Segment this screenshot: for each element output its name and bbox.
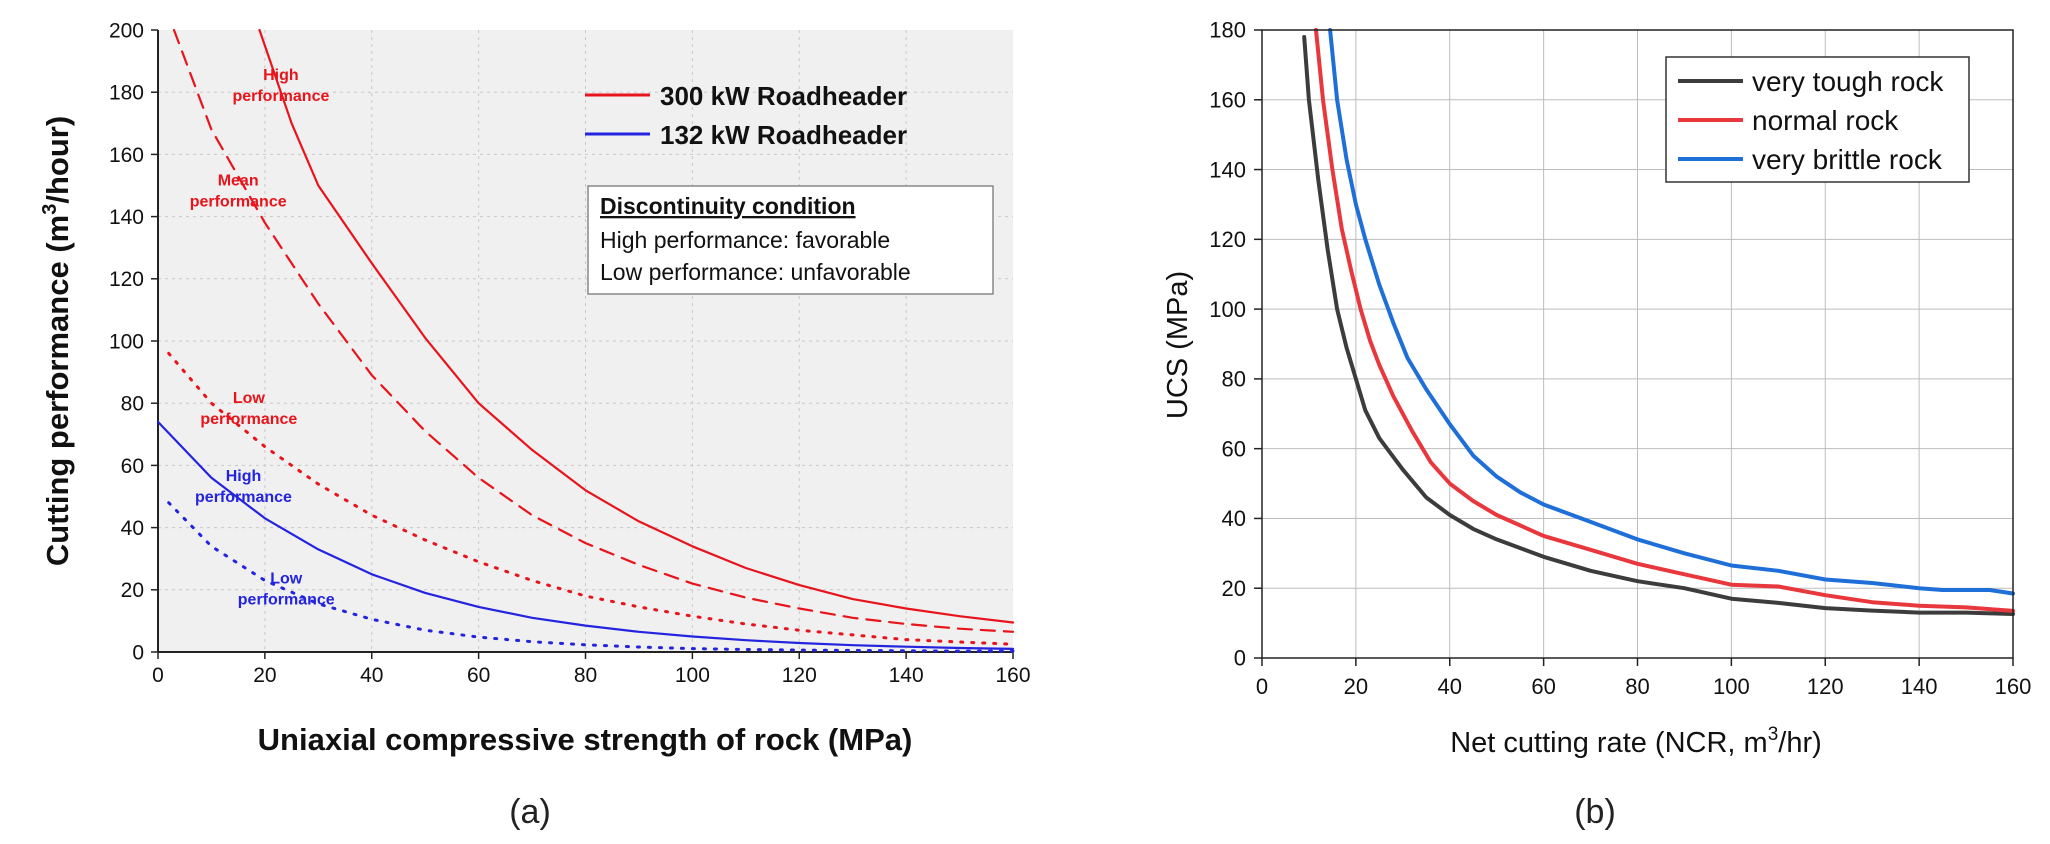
x-tick-label: 0 (152, 664, 164, 687)
y-axis-label-b: UCS (MPa) (1162, 271, 1194, 419)
legend-a: 300 kW Roadheader 132 kW Roadheader (585, 81, 907, 150)
x-tick-label: 20 (1344, 674, 1368, 699)
x-tick-label: 120 (1807, 674, 1844, 699)
annotation-label: Low performance (200, 390, 297, 428)
series-line-0 (258, 28, 1015, 624)
x-tick-label: 100 (675, 664, 710, 687)
y-tick-label: 100 (109, 330, 144, 353)
annotation-line: Low (233, 390, 266, 407)
annotations-a: High performance Mean performance Low perform… (190, 67, 335, 609)
y-tick-label: 140 (1209, 157, 1246, 182)
y-tick-label: 40 (121, 517, 144, 540)
x-tick-label: 20 (253, 664, 276, 687)
y-axis-label-a: Cutting performance (m3/hour) (39, 116, 75, 566)
series-line-3 (156, 420, 1015, 651)
series-b (1302, 28, 2015, 616)
series-line-1 (172, 28, 1015, 633)
x-tick-label: 40 (1438, 674, 1462, 699)
annotation-line: performance (200, 411, 297, 428)
y-tick-label: 60 (121, 455, 144, 478)
y-tick-label: 120 (1209, 227, 1246, 252)
x-tick-label: 140 (889, 664, 924, 687)
x-tick-label: 60 (467, 664, 490, 687)
x-tick-label: 140 (1901, 674, 1938, 699)
y-tick-label: 60 (1222, 436, 1246, 461)
annotation-label: Mean performance (190, 173, 287, 211)
y-tick-label: 180 (1209, 18, 1246, 43)
y-tick-label: 0 (132, 641, 144, 664)
discontinuity-box: Discontinuity condition High performance… (587, 185, 994, 295)
x-tick-label: 40 (360, 664, 383, 687)
annotation-line: High (226, 468, 262, 485)
y-tick-label: 20 (121, 579, 144, 602)
series-line-4 (167, 501, 1015, 653)
series-line-1 (1314, 28, 2015, 613)
x-tick-label: 80 (1625, 674, 1649, 699)
caption-a: (a) (509, 793, 551, 831)
y-tick-label: 20 (1222, 576, 1246, 601)
x-axis-label-b-part-1: Net cutting rate (NCR, m (1450, 727, 1767, 759)
legend-a-label-132kw: 132 kW Roadheader (660, 120, 907, 150)
y-axis-label-a-superscript: 3 (39, 204, 61, 215)
series-line-0 (1302, 35, 2015, 616)
grid-a (158, 30, 1013, 652)
x-tick-label: 160 (1995, 674, 2032, 699)
x-axis-label-a: Uniaxial compressive strength of rock (M… (258, 722, 913, 757)
annotation-line: performance (232, 88, 329, 105)
panel-a-chart: 0 20 40 60 80 100 120 140 160 0 20 40 60 80 100 120 140 1… (39, 19, 1031, 831)
series-a (156, 28, 1015, 653)
legend-b-label-normal-rock: normal rock (1752, 105, 1899, 136)
annotation-label: High performance (232, 67, 329, 105)
x-tick-label: 100 (1713, 674, 1750, 699)
annotation-line: performance (195, 489, 292, 506)
y-tick-label: 40 (1222, 506, 1246, 531)
legend-a-label-300kw: 300 kW Roadheader (660, 81, 907, 111)
legend-b-label-very-tough-rock: very tough rock (1752, 66, 1944, 97)
x-tick-label: 0 (1256, 674, 1268, 699)
x-axis-label-b: Net cutting rate (NCR, m3/hr) (1450, 724, 1822, 759)
axes-b: 0 20 40 60 80 100 120 140 160 0 20 40 60 80 100 120 140 1… (1209, 18, 2031, 699)
annotation-line: performance (238, 592, 335, 609)
y-axis-label-a-part-2: /hour) (40, 116, 75, 204)
x-tick-label: 80 (574, 664, 597, 687)
y-tick-label: 100 (1209, 297, 1246, 322)
annotation-line: High (263, 67, 299, 84)
series-line-2 (1328, 28, 2015, 596)
plot-frame (1261, 29, 2014, 659)
annotation-line: Mean (218, 173, 259, 190)
y-tick-label: 0 (1234, 646, 1246, 671)
annotation-line: Low (270, 571, 303, 588)
discontinuity-box-frame (587, 185, 994, 295)
x-axis-label-b-part-2: /hr) (1778, 727, 1822, 759)
annotation-label: High performance (195, 468, 292, 506)
y-tick-label: 160 (1209, 87, 1246, 112)
panel-b-chart: 0 20 40 60 80 100 120 140 160 0 20 40 60 80 100 120 140 1… (1162, 18, 2031, 831)
discontinuity-box-title: Discontinuity condition (600, 193, 856, 219)
annotation-label: Low performance (238, 571, 335, 609)
x-tick-label: 60 (1531, 674, 1555, 699)
y-tick-label: 160 (109, 144, 144, 167)
y-tick-label: 80 (1222, 367, 1246, 392)
legend-b-label-very-brittle-rock: very brittle rock (1752, 144, 1943, 175)
series-line-2 (167, 351, 1015, 646)
y-tick-label: 80 (121, 393, 144, 416)
legend-b: very tough rock normal rock very brittle… (1665, 56, 1970, 183)
discontinuity-box-line-2: Low performance: unfavorable (600, 259, 911, 285)
y-tick-label: 140 (109, 206, 144, 229)
y-tick-label: 180 (109, 82, 144, 105)
axes-a: 0 20 40 60 80 100 120 140 160 0 20 40 60 80 100 120 140 1… (109, 19, 1031, 687)
caption-b: (b) (1574, 793, 1616, 831)
annotation-line: performance (190, 194, 287, 211)
y-tick-label: 120 (109, 268, 144, 291)
y-tick-label: 200 (109, 19, 144, 42)
y-axis-label-a-part-1: Cutting performance (m (40, 215, 75, 566)
x-tick-label: 120 (782, 664, 817, 687)
x-tick-label: 160 (995, 664, 1030, 687)
x-axis-label-b-superscript: 3 (1768, 724, 1779, 745)
discontinuity-box-line-1: High performance: favorable (600, 227, 890, 253)
